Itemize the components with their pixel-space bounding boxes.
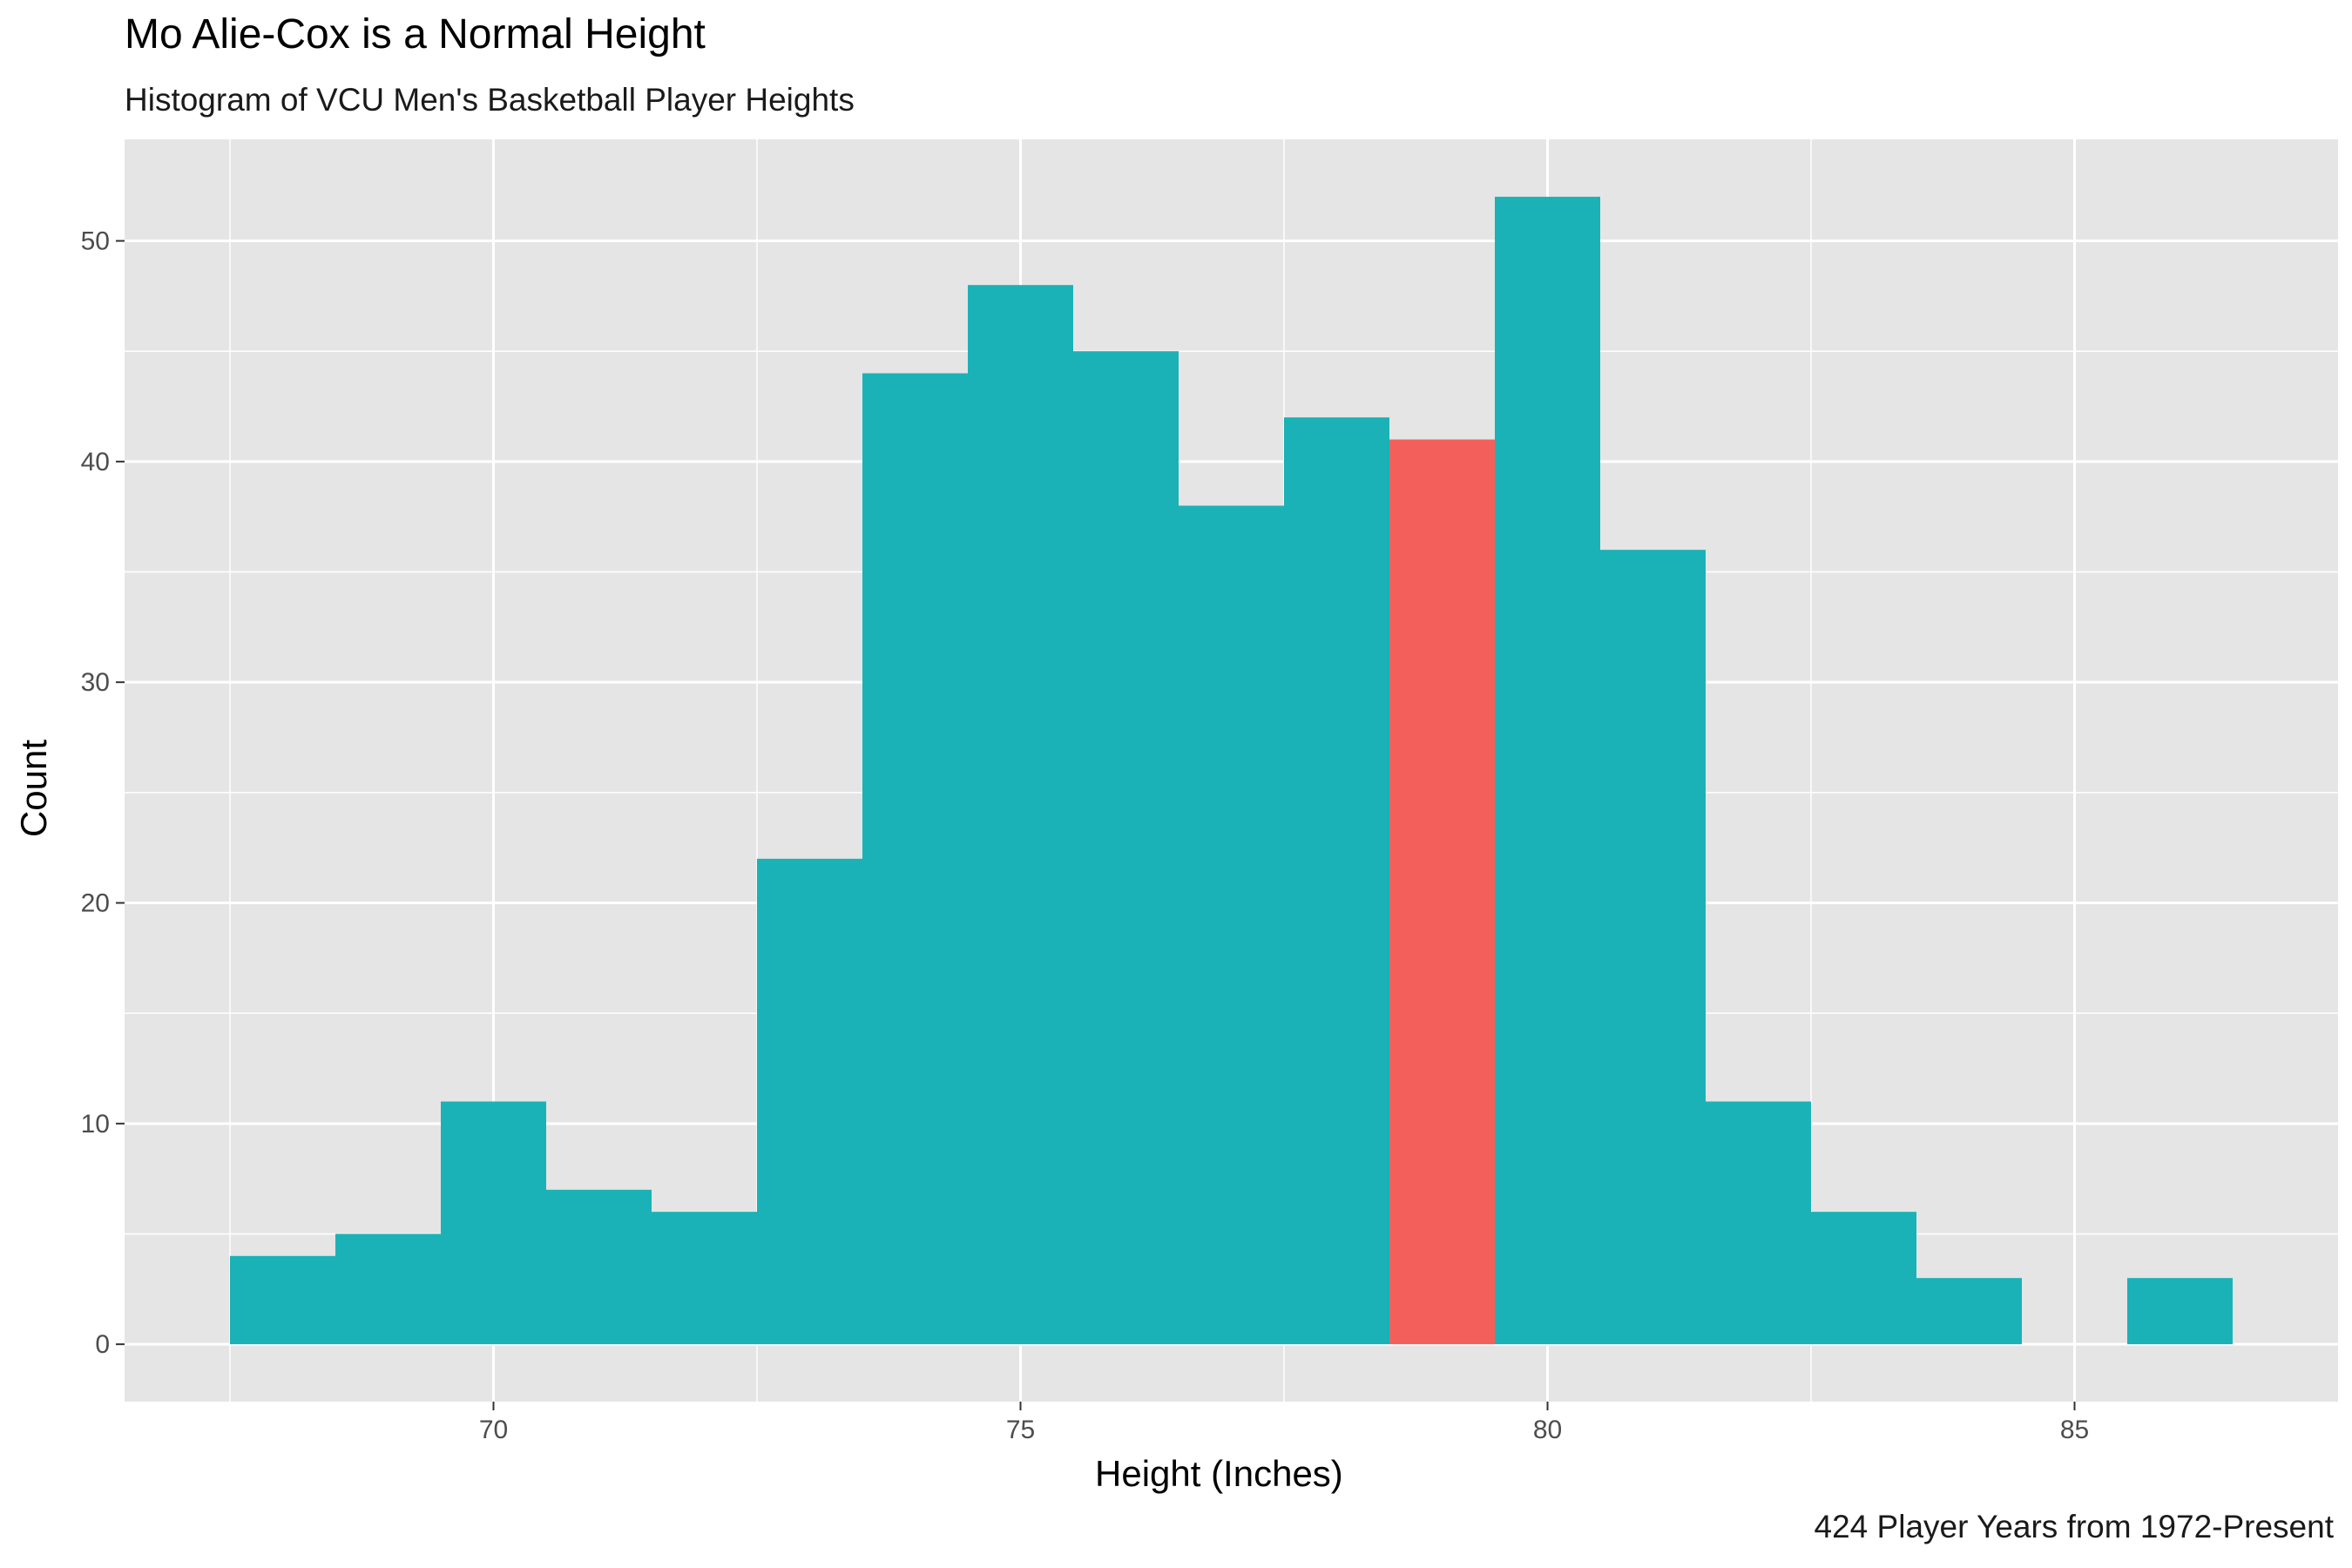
chart-subtitle: Histogram of VCU Men's Basketball Player… [125,82,855,118]
bars [230,196,2233,1345]
bar-80 [1495,196,1600,1345]
axes: 70 75 80 85 0 10 20 30 40 50 [81,227,2090,1444]
bar-84 [1916,1278,2022,1345]
bar-76 [1073,351,1179,1345]
bar-71 [546,1189,652,1345]
bar-77 [1179,505,1284,1345]
y-tick-label: 10 [81,1110,110,1139]
y-tick-label: 20 [81,889,110,917]
chart-title: Mo Alie-Cox is a Normal Height [125,11,706,57]
bar-75 [968,285,1073,1345]
x-tick-label: 85 [2060,1416,2089,1444]
x-tick-label: 80 [1533,1416,1562,1444]
chart-caption: 424 Player Years from 1972-Present [1814,1509,2334,1544]
bar-72 [652,1212,757,1345]
bar-83 [1811,1212,1916,1345]
bar-82 [1706,1101,1811,1345]
x-tick-label: 70 [479,1416,508,1444]
bar-highlight-79 [1389,439,1495,1345]
bar-73 [757,858,862,1345]
y-tick-label: 0 [95,1330,110,1359]
bar-81 [1600,550,1706,1345]
bar-86 [2127,1278,2233,1345]
y-tick-label: 40 [81,448,110,476]
bar-70 [441,1101,546,1345]
bar-78 [1284,417,1389,1345]
x-axis-label: Height (Inches) [1095,1453,1343,1494]
y-tick-label: 30 [81,668,110,697]
bar-69 [335,1233,441,1345]
y-tick-label: 50 [81,227,110,256]
x-tick-label: 75 [1006,1416,1035,1444]
bar-74 [862,373,968,1345]
bar-68 [230,1255,335,1345]
y-axis-label: Count [13,739,54,838]
